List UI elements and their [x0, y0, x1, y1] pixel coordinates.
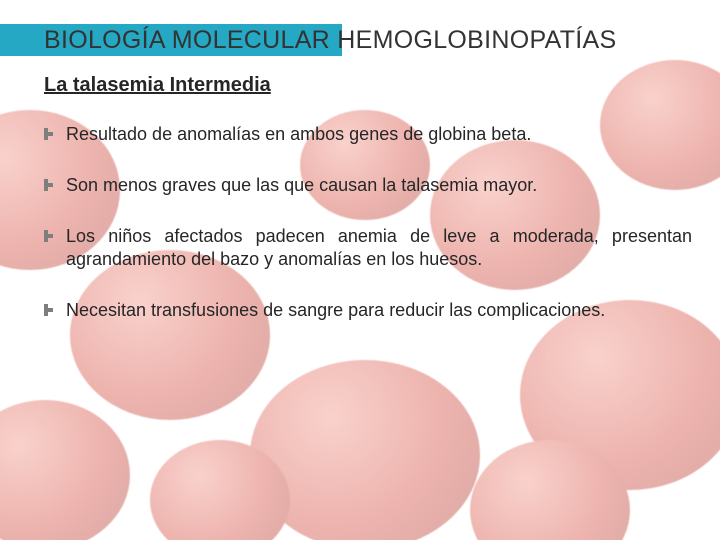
subheading: La talasemia Intermedia: [44, 74, 692, 97]
bullet-item: Son menos graves que las que causan la t…: [44, 174, 692, 197]
bullet-item: Necesitan transfusiones de sangre para r…: [44, 299, 692, 322]
bullet-list: Resultado de anomalías en ambos genes de…: [44, 123, 692, 322]
slide-title: BIOLOGÍA MOLECULAR HEMOGLOBINOPATÍAS: [0, 26, 617, 55]
bullet-item: Resultado de anomalías en ambos genes de…: [44, 123, 692, 146]
title-band: BIOLOGÍA MOLECULAR HEMOGLOBINOPATÍAS: [0, 18, 720, 62]
bullet-item: Los niños afectados padecen anemia de le…: [44, 225, 692, 271]
content-area: La talasemia Intermedia Resultado de ano…: [44, 74, 692, 350]
